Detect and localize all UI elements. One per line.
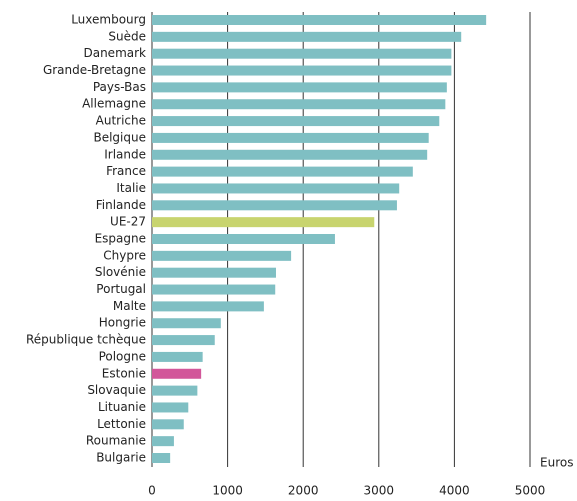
y-tick-label: Roumanie <box>86 434 146 448</box>
x-tick-label: 0 <box>148 484 156 498</box>
x-tick-label: 4000 <box>439 484 470 498</box>
y-tick-label: Espagne <box>95 232 146 246</box>
bar <box>152 116 440 127</box>
bar <box>152 318 221 329</box>
bar <box>152 284 276 295</box>
y-tick-label: Luxembourg <box>71 13 146 27</box>
y-tick-label: UE-27 <box>110 215 146 229</box>
bar <box>152 267 276 278</box>
bar <box>152 385 198 396</box>
bar <box>152 335 215 346</box>
y-tick-label: Pays-Bas <box>93 80 146 94</box>
bar <box>152 217 375 228</box>
x-tick-label: 5000 <box>515 484 546 498</box>
bar <box>152 453 171 463</box>
y-tick-label: Finlande <box>96 198 146 212</box>
x-tick-label: 3000 <box>364 484 395 498</box>
y-tick-label: Lettonie <box>97 417 146 431</box>
y-tick-label: Allemagne <box>82 97 146 111</box>
x-tick-label: 1000 <box>212 484 243 498</box>
y-tick-label: Slovénie <box>95 265 146 279</box>
bar <box>152 149 428 160</box>
y-tick-label: Irlande <box>104 147 146 161</box>
bar <box>152 250 292 261</box>
y-tick-label: République tchèque <box>26 333 146 347</box>
bar <box>152 82 447 93</box>
bar <box>152 65 452 76</box>
y-tick-label: Estonie <box>102 366 146 380</box>
bar <box>152 368 202 379</box>
y-tick-label: Danemark <box>83 46 146 60</box>
bar <box>152 351 203 362</box>
bar <box>152 99 446 110</box>
bar <box>152 183 400 194</box>
bar <box>152 132 429 143</box>
y-tick-label: Italie <box>116 181 146 195</box>
y-tick-label: France <box>106 164 146 178</box>
y-tick-label: Suède <box>108 29 146 43</box>
y-tick-label: Chypre <box>103 248 146 262</box>
bar <box>152 301 264 312</box>
bar <box>152 402 189 413</box>
y-tick-label: Malte <box>113 299 146 313</box>
y-tick-label: Pologne <box>99 349 146 363</box>
bar <box>152 234 335 244</box>
y-tick-label: Bulgarie <box>96 451 146 465</box>
bar <box>152 436 174 447</box>
y-tick-label: Hongrie <box>99 316 146 330</box>
bar <box>152 48 452 59</box>
bar <box>152 15 487 25</box>
y-tick-label: Lituanie <box>98 400 146 414</box>
bar <box>152 31 462 42</box>
y-tick-label: Belgique <box>93 130 146 144</box>
x-tick-label: 2000 <box>288 484 319 498</box>
bar <box>152 200 397 211</box>
y-tick-label: Portugal <box>96 282 146 296</box>
x-axis-label: Euros <box>540 456 573 470</box>
y-tick-label: Grande-Bretagne <box>43 63 146 77</box>
y-tick-label: Autriche <box>96 114 146 128</box>
bar <box>152 166 413 177</box>
bar <box>152 419 184 430</box>
y-tick-label: Slovaquie <box>87 383 146 397</box>
